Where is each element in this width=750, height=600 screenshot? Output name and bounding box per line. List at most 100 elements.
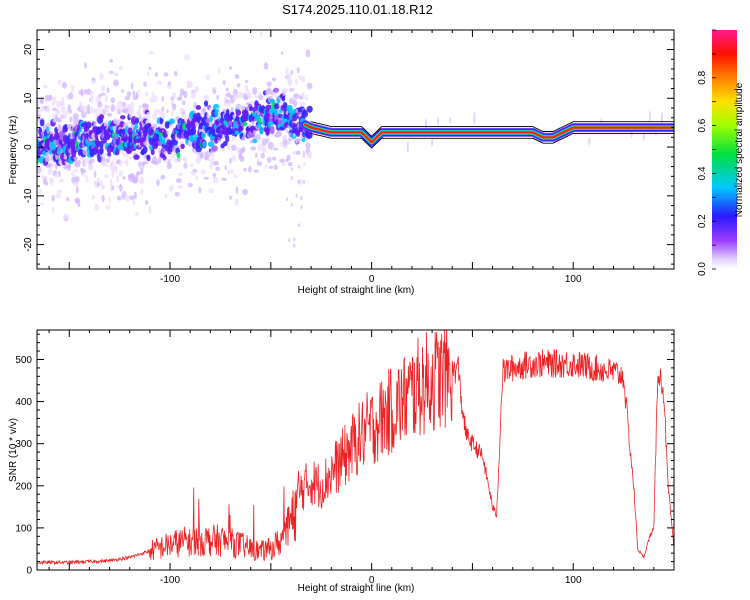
spectrogram-y-tick-label: -10 bbox=[23, 188, 34, 203]
spectrogram-point bbox=[183, 156, 188, 163]
spectrogram-point bbox=[233, 93, 238, 101]
spectrogram-point bbox=[295, 150, 301, 155]
spectrogram-point bbox=[302, 179, 306, 184]
spectrogram-point bbox=[225, 134, 230, 143]
spectrogram-point bbox=[198, 186, 202, 194]
spectrogram-point bbox=[84, 61, 87, 69]
spectrogram-x-tick-label: -100 bbox=[160, 274, 180, 285]
spectrogram-point bbox=[290, 202, 293, 207]
spectrogram-point bbox=[258, 94, 264, 101]
spectrogram-point bbox=[86, 104, 91, 113]
colorbar-tick-label: 0.6 bbox=[697, 118, 708, 132]
spectrogram-point bbox=[120, 89, 125, 93]
spectrogram-point bbox=[195, 104, 202, 110]
spectrogram-point bbox=[279, 158, 286, 163]
spectrogram-point bbox=[288, 238, 291, 243]
spectrogram-point bbox=[280, 51, 284, 55]
spectrogram-point bbox=[437, 116, 440, 126]
spectrogram-point bbox=[203, 94, 210, 103]
spectrogram-point bbox=[282, 138, 288, 147]
spectrogram-point bbox=[305, 142, 311, 149]
spectrogram-point bbox=[83, 105, 88, 114]
spectrogram-point bbox=[100, 92, 106, 96]
spectrogram-point bbox=[80, 105, 85, 111]
spectrogram-point bbox=[135, 92, 139, 99]
spectrogram-point bbox=[208, 107, 214, 111]
spectrogram-point bbox=[93, 170, 97, 178]
spectrogram-point bbox=[187, 81, 193, 89]
spectrogram-y-axis-title: Frequency (Hz) bbox=[8, 116, 19, 185]
spectrogram-point bbox=[99, 146, 104, 155]
spectrogram-point bbox=[69, 109, 73, 114]
spectrogram-point bbox=[73, 117, 79, 125]
spectrogram-points bbox=[37, 30, 674, 248]
spectrogram-point bbox=[301, 92, 305, 99]
spectrogram-point bbox=[203, 106, 207, 114]
spectrogram-point bbox=[271, 77, 277, 82]
spectrogram-point bbox=[119, 100, 123, 105]
spectrogram-point bbox=[234, 74, 240, 79]
spectrogram-point bbox=[648, 110, 651, 123]
spectrogram-point bbox=[293, 237, 296, 242]
spectrogram-point bbox=[45, 94, 49, 102]
spectrogram-point bbox=[61, 82, 67, 89]
spectrogram-point bbox=[304, 94, 309, 101]
spectrogram-point bbox=[72, 181, 79, 187]
spectrogram-point bbox=[256, 161, 263, 166]
spectrogram-point bbox=[89, 90, 94, 97]
spectrogram-point bbox=[85, 121, 92, 129]
spectrogram-point bbox=[110, 97, 115, 104]
snr-y-tick-label: 300 bbox=[15, 439, 32, 450]
spectrogram-point bbox=[119, 160, 123, 167]
spectrogram-point bbox=[300, 196, 303, 201]
spectrogram-point bbox=[54, 174, 59, 178]
spectrogram-point bbox=[176, 157, 181, 162]
spectrogram-point bbox=[80, 88, 84, 97]
spectrogram-point bbox=[247, 166, 252, 173]
spectrogram-point bbox=[154, 72, 158, 77]
spectrogram-point bbox=[178, 134, 183, 139]
spectrogram-point bbox=[301, 110, 309, 118]
spectrogram-point bbox=[117, 108, 121, 115]
spectrogram-point bbox=[122, 101, 127, 107]
spectrogram-point bbox=[104, 174, 109, 179]
spectrogram-point bbox=[99, 114, 105, 120]
spectrogram-point bbox=[290, 175, 293, 180]
spectrogram-point bbox=[249, 139, 254, 144]
spectrogram-point bbox=[118, 170, 123, 177]
spectrogram-point bbox=[101, 194, 105, 203]
spectrogram-point bbox=[118, 65, 124, 71]
spectrogram-point bbox=[114, 166, 118, 174]
colorbar-tick-label: 0.2 bbox=[697, 214, 708, 228]
spectrogram-point bbox=[255, 152, 258, 159]
spectrogram-point bbox=[75, 176, 80, 183]
snr-x-tick-label: 100 bbox=[565, 575, 582, 586]
spectrogram-point bbox=[146, 71, 150, 77]
colorbar-gradient bbox=[712, 30, 737, 269]
spectrogram-point bbox=[46, 105, 51, 113]
spectrogram-point bbox=[244, 79, 249, 84]
spectrogram-point bbox=[285, 67, 289, 75]
spectrogram-point bbox=[60, 102, 66, 106]
spectrogram-point bbox=[136, 89, 141, 94]
spectrogram-point bbox=[85, 175, 89, 183]
spectrogram-point bbox=[301, 137, 306, 142]
spectrogram-point bbox=[140, 188, 144, 195]
spectrogram-point bbox=[97, 101, 103, 108]
spectrogram-point bbox=[227, 169, 231, 175]
spectrogram-point bbox=[144, 91, 149, 97]
spectrogram-point bbox=[660, 111, 663, 125]
spectrogram-point bbox=[285, 110, 289, 115]
spectrogram-point bbox=[252, 138, 258, 144]
spectrogram-point bbox=[46, 158, 51, 162]
spectrogram-point bbox=[213, 160, 219, 166]
spectrogram-point bbox=[300, 205, 303, 210]
snr-y-tick-label: 0 bbox=[26, 566, 32, 577]
spectrogram-point bbox=[252, 129, 257, 135]
spectrogram-point bbox=[130, 101, 135, 109]
spectrogram-point bbox=[241, 146, 246, 153]
spectrogram-point bbox=[262, 146, 267, 153]
spectrogram-point bbox=[222, 140, 228, 147]
spectrogram-y-ticks: -20 -10 0 10 20 bbox=[23, 29, 674, 265]
snr-x-tick-label: 0 bbox=[369, 575, 375, 586]
